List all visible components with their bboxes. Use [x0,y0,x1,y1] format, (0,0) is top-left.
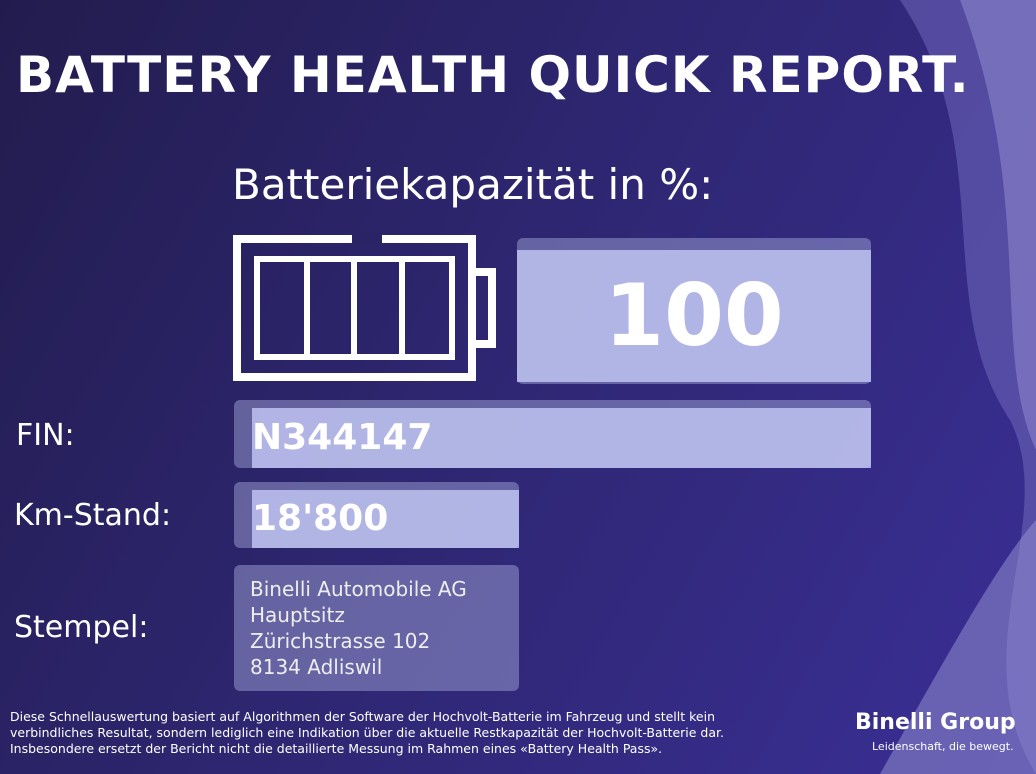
capacity-label: Batteriekapazität in %: [232,160,714,209]
fin-label: FIN: [16,418,75,453]
stamp-line: Zürichstrasse 102 [250,629,431,653]
stamp-line: Hauptsitz [250,603,345,627]
disclaimer-line: verbindliches Resultat, sondern lediglic… [10,725,724,740]
capacity-value: 100 [517,250,871,382]
disclaimer-line: Insbesondere ersetzt der Bericht nicht d… [10,741,663,756]
stamp-line: Binelli Automobile AG [250,577,467,601]
stamp-text: Binelli Automobile AG Hauptsitz Zürichst… [250,576,467,680]
stamp-line: 8134 Adliswil [250,655,383,679]
disclaimer: Diese Schnellauswertung basiert auf Algo… [10,709,724,757]
title: BATTERY HEALTH QUICK REPORT. [16,46,970,104]
brand: Binelli Group [855,710,1016,735]
km-value: 18'800 [252,490,519,548]
fin-value: N344147 [252,408,871,468]
disclaimer-line: Diese Schnellauswertung basiert auf Algo… [10,709,716,724]
stamp-label: Stempel: [14,610,149,645]
km-label: Km-Stand: [14,498,172,533]
slogan: Leidenschaft, die bewegt. [872,740,1014,753]
battery-icon [233,232,496,381]
